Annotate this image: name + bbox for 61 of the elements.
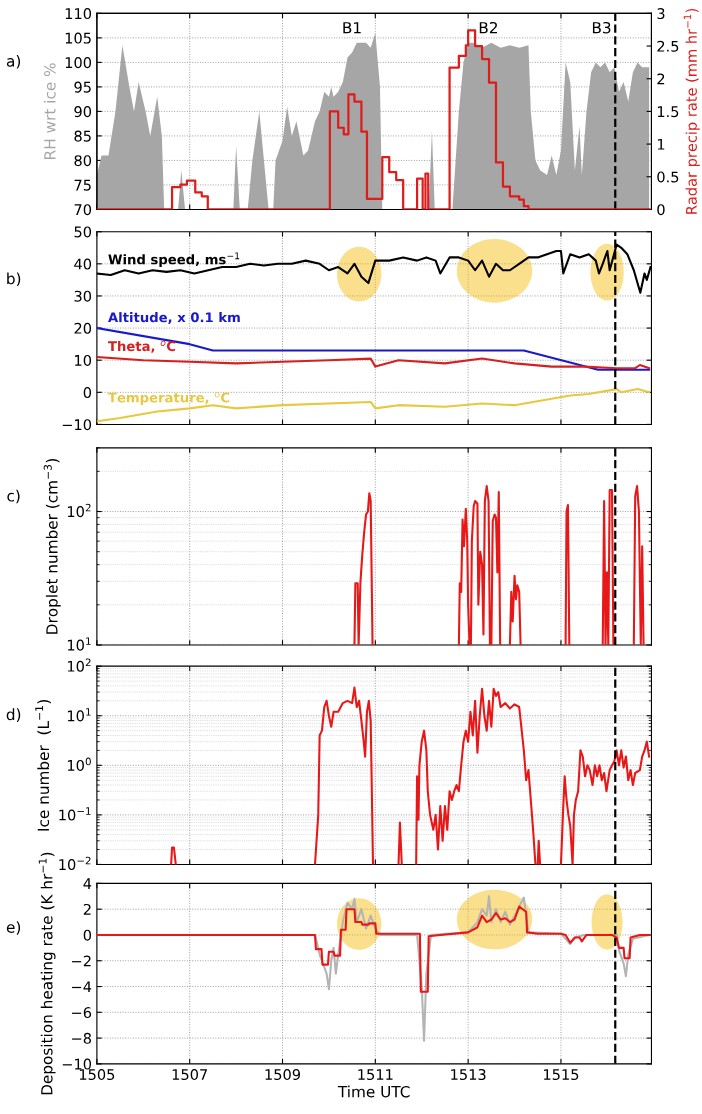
y-tick-label: 0 [83,387,92,399]
y-tick-label: 2 [83,903,91,915]
x-tick-label: 1513 [451,1068,486,1081]
text: b) [7,272,21,287]
y2-tick-label: 0 [657,204,665,216]
y-tick-label: −8 [72,1032,92,1044]
x-axis-title: Time UTC [337,1085,410,1098]
y-tick-label: 10$^{1}$ [67,708,91,722]
y-tick-label: −10 [62,1058,92,1070]
y-tick-label: 105 [65,32,91,44]
y-tick-label: 20 [74,322,92,334]
text: d) [6,708,21,722]
x-tick-label: 1509 [265,1068,301,1081]
y-tick-label: 75 [74,179,91,191]
series-label: Theta, $^{o}$C [108,340,176,353]
y-tick-label: 10$^{−2}$ [59,856,91,871]
annotation: B1 [343,22,361,34]
y-tick-label: 0 [83,929,92,941]
y2-tick-label: 2.5 [657,40,679,52]
y-axis-title: Deposition heating rate (K hr$^{−1}$) [38,852,56,1095]
y-tick-label: 10$^{2}$ [67,503,91,518]
y-tick-label: 10$^{0}$ [67,757,91,771]
y-tick-label: 10 [75,354,92,366]
y-axis-title: Ice number (L$^{−1}$) [35,700,51,831]
y-tick-label: 80 [74,155,92,167]
y-tick-label: 90 [74,106,92,118]
y-tick-label: 50 [74,226,92,238]
y-tick-label: −6 [72,1007,92,1019]
text: a) [6,55,21,69]
y2-tick-label: 1 [657,138,665,150]
y2-tick-label: 0.5 [657,171,679,183]
y-tick-label: −4 [72,981,92,993]
y-tick-label: 30 [74,290,92,302]
x-tick-label: 1507 [172,1068,207,1081]
y-tick-label: 70 [74,204,92,216]
y-tick-label: 40 [74,258,92,270]
x-tick-label: 1515 [544,1069,579,1081]
series-label: Wind speed, ms$^{−1}$ [108,252,240,267]
series-label: Temperature, $^{o}$C [108,392,230,406]
x-tick-label: 1511 [358,1069,393,1081]
y2-tick-label: 3 [657,8,665,20]
y-tick-label: 95 [74,81,91,93]
y2-tick-label: 2 [657,73,665,85]
y-axis-title: Droplet number (cm$^{−3}$) [43,458,61,634]
y-tick-label: 10$^{2}$ [67,658,91,672]
y-tick-label: −10 [62,419,92,431]
y-tick-label: 10$^{1}$ [67,637,91,651]
text: e) [6,921,21,935]
y-tick-label: 10$^{−1}$ [59,807,91,821]
series-label: Altitude, x 0.1 km [108,312,240,324]
y-tick-label: 4 [83,878,92,889]
y-tick-label: 110 [65,8,92,20]
y-axis-title: RH wrt ice % [43,63,56,159]
y-tick-label: 85 [74,130,91,142]
annotation: B2 [479,21,497,34]
annotation: B3 [592,21,611,34]
text: c) [7,489,20,504]
y-tick-label: −2 [72,955,91,967]
y2-tick-label: 1.5 [657,106,679,118]
y2-axis-title: Radar precip rate (mm hr$^{−1}$) [683,8,700,214]
y-tick-label: 100 [65,57,92,69]
